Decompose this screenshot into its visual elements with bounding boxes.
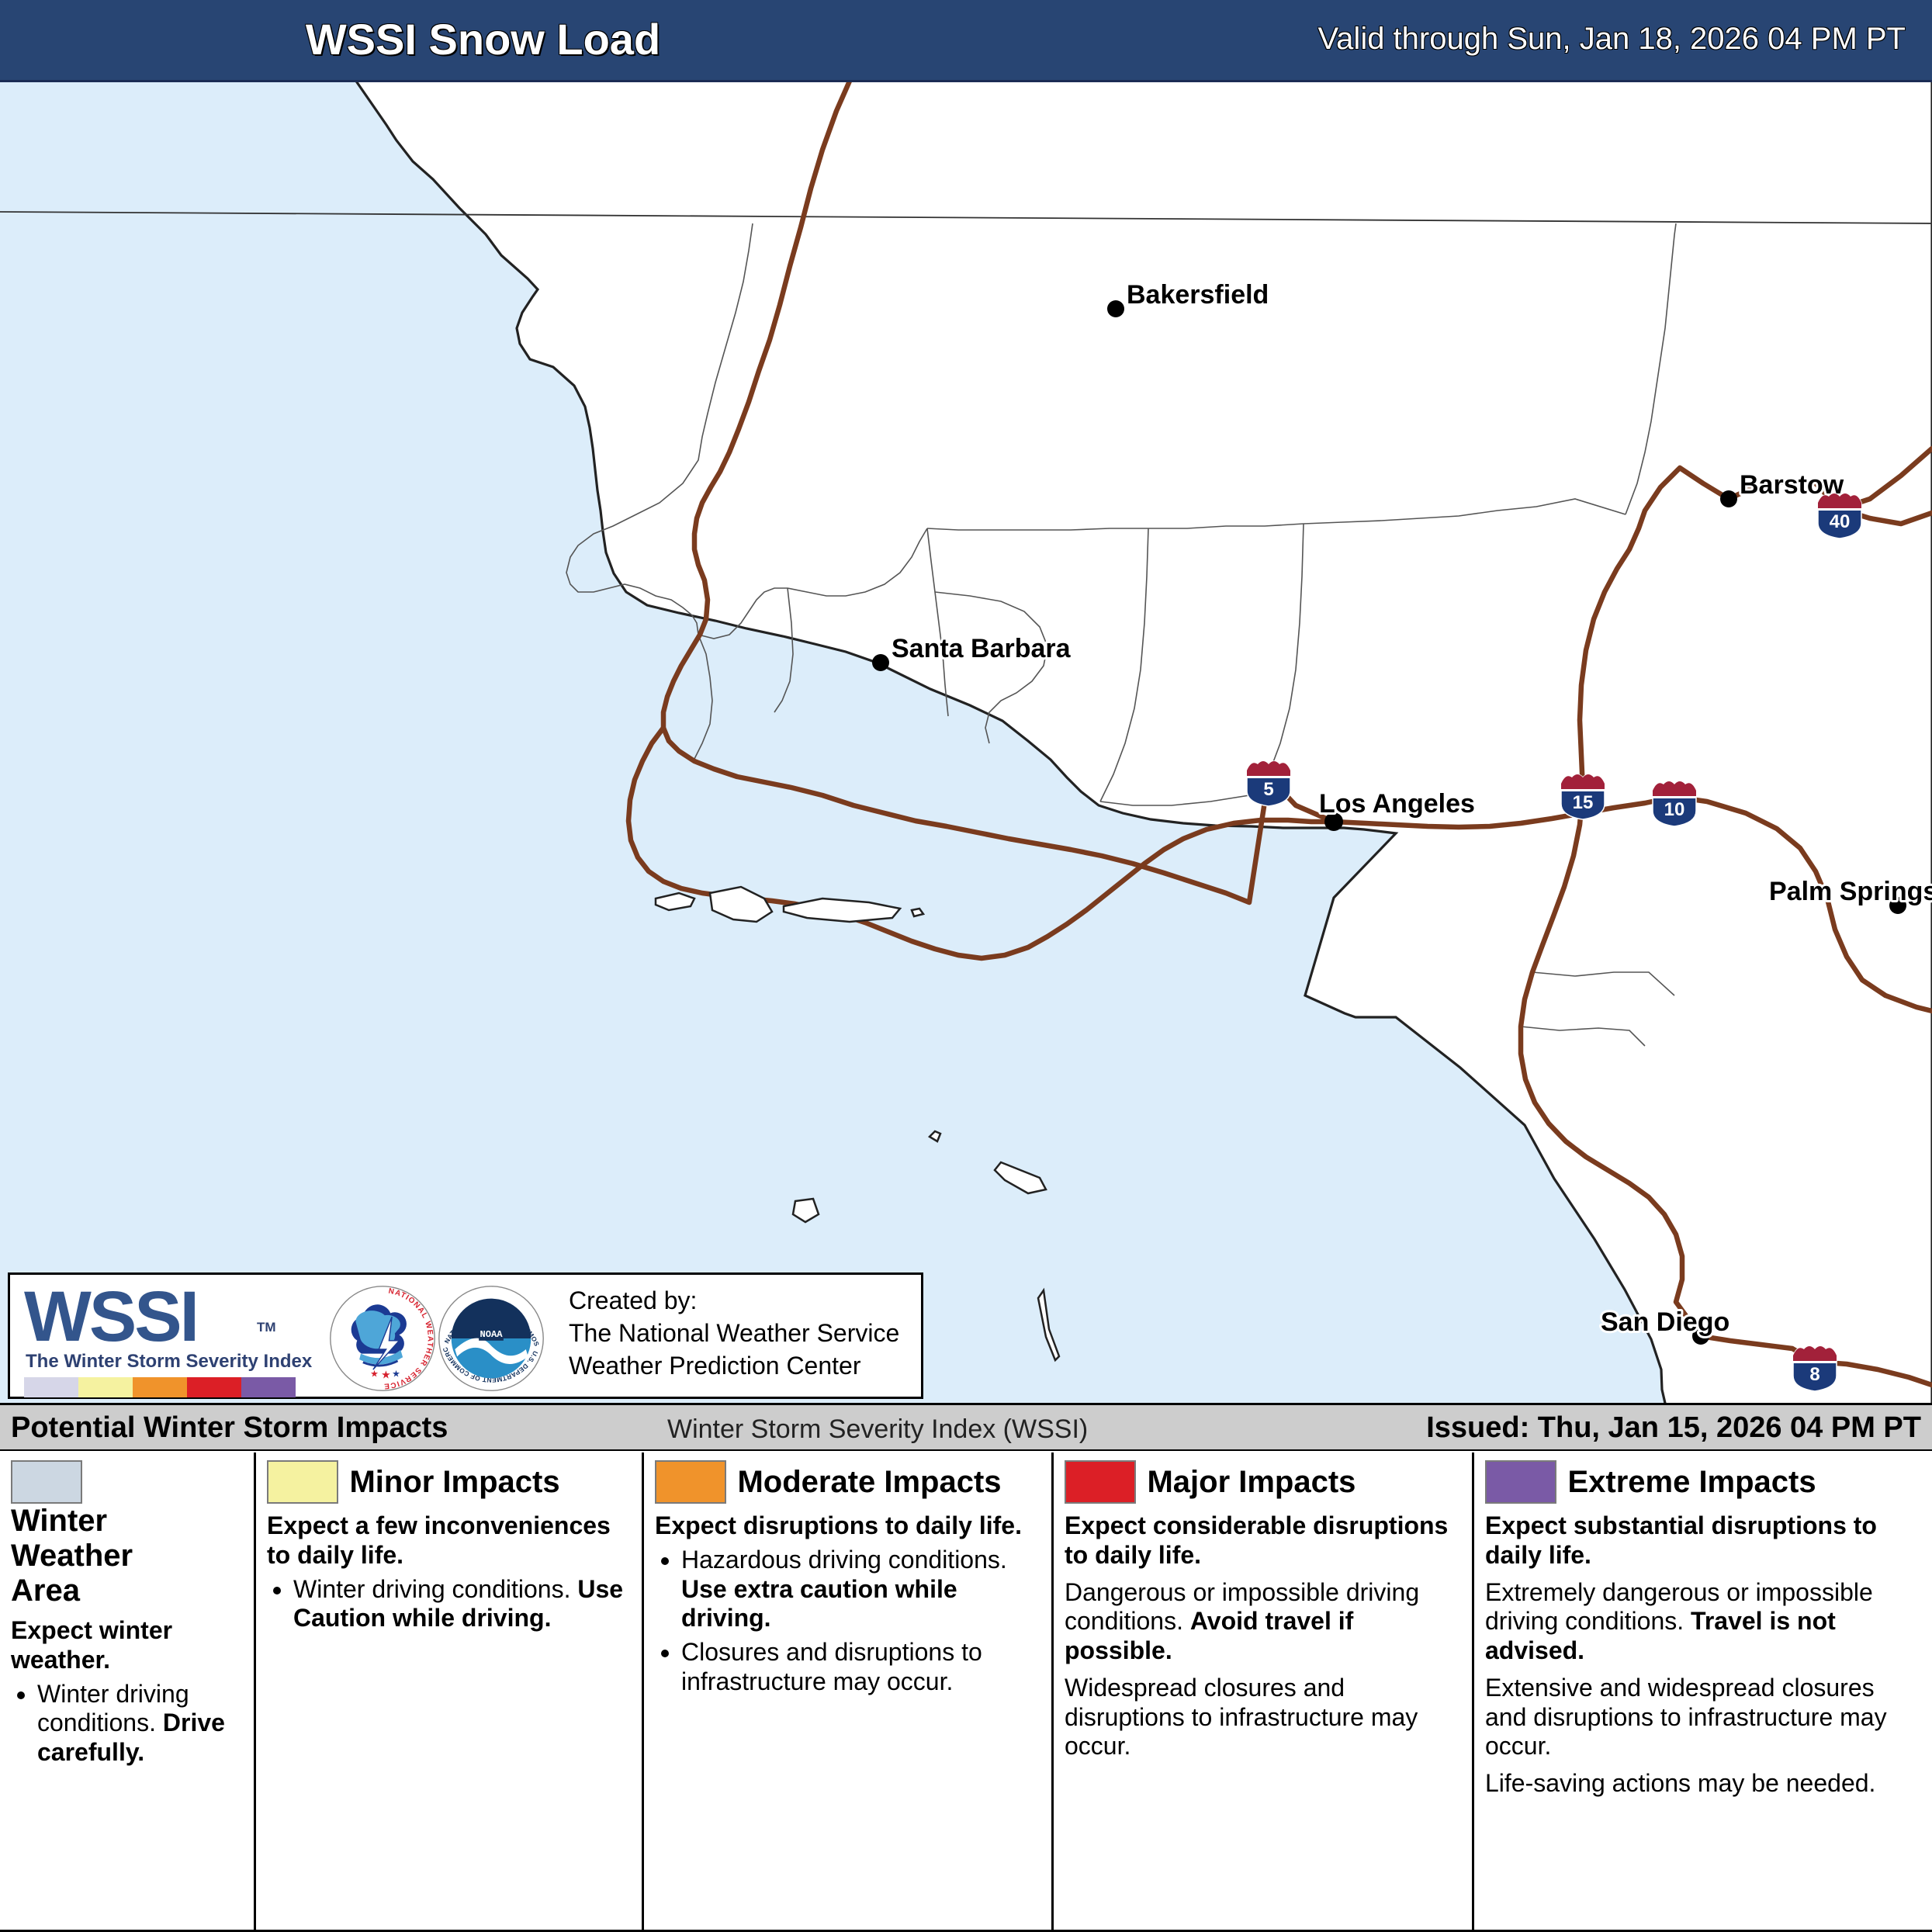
- svg-text:15: 15: [1573, 792, 1594, 813]
- svg-text:Santa Barbara: Santa Barbara: [892, 634, 1072, 663]
- svg-text:NOAA: NOAA: [480, 1329, 503, 1340]
- svg-text:★: ★: [381, 1368, 391, 1380]
- svg-text:10: 10: [1664, 799, 1685, 820]
- svg-text:★: ★: [392, 1368, 400, 1379]
- svg-text:Bakersfield: Bakersfield: [1127, 280, 1269, 310]
- svg-text:San Diego: San Diego: [1601, 1307, 1729, 1337]
- svg-text:★: ★: [370, 1368, 379, 1379]
- svg-text:Palm Springs: Palm Springs: [1769, 877, 1932, 906]
- svg-text:Los Angeles: Los Angeles: [1319, 789, 1475, 819]
- svg-text:40: 40: [1830, 511, 1851, 532]
- svg-text:8: 8: [1809, 1364, 1819, 1385]
- svg-text:Barstow: Barstow: [1740, 470, 1844, 500]
- svg-text:5: 5: [1263, 779, 1273, 800]
